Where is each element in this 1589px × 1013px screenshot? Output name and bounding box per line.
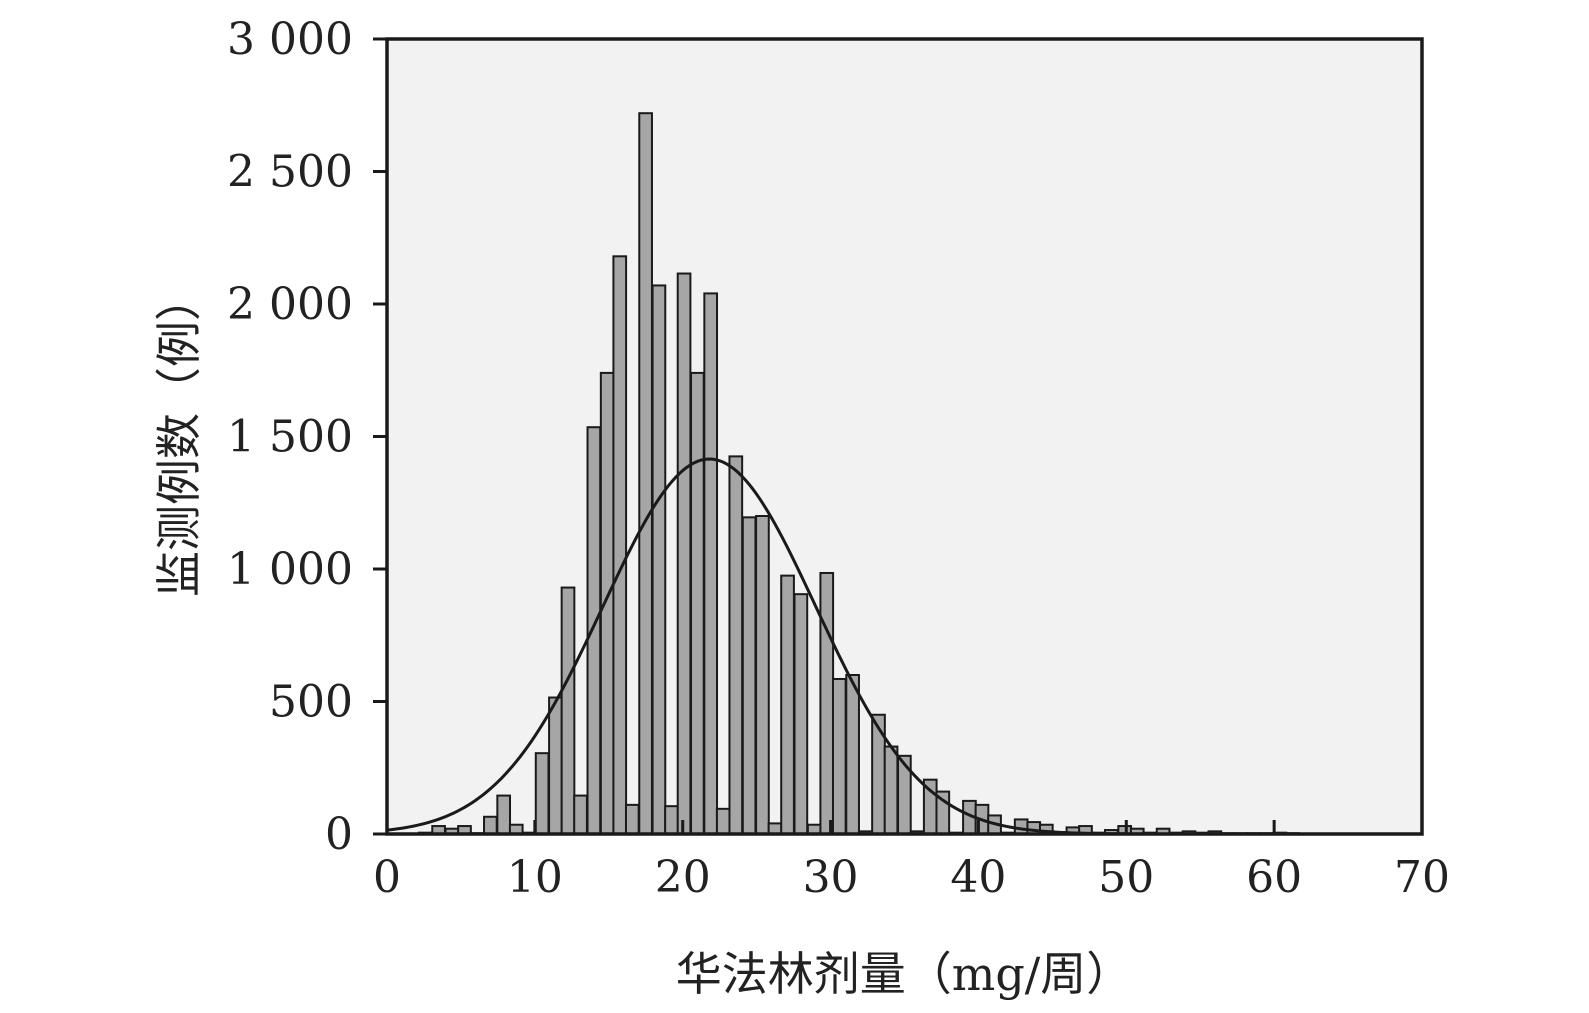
histogram-bars xyxy=(417,112,1300,836)
histogram-bar-5 xyxy=(483,815,498,836)
x-tick-label-1: 10 xyxy=(507,852,563,903)
y-tick-label-0: 0 xyxy=(325,809,353,860)
y-tick-label-6: 3 000 xyxy=(227,14,353,65)
histogram-bar-13 xyxy=(586,426,602,835)
y-tick-label-4: 2 000 xyxy=(227,279,353,330)
x-tick-label-7: 70 xyxy=(1394,852,1450,903)
histogram-bar-22 xyxy=(703,292,719,835)
histogram-bar-6 xyxy=(496,794,512,836)
histogram-bar-12 xyxy=(573,794,588,836)
plot-area xyxy=(387,39,1422,834)
x-tick-label-2: 20 xyxy=(655,852,711,903)
y-axis: 0 500 1 000 1 500 2 000 2 500 3 000 xyxy=(227,14,387,860)
histogram-bar-21 xyxy=(690,371,705,835)
x-axis: 0 10 20 30 40 50 60 70 xyxy=(373,820,1450,903)
histogram-bar-9 xyxy=(534,752,550,835)
y-tick-label-5: 2 500 xyxy=(227,147,353,198)
histogram-bar-10 xyxy=(548,696,563,836)
y-tick-label-2: 1 000 xyxy=(227,544,353,595)
y-axis-title: 监测例数（例） xyxy=(152,275,206,597)
histogram-bar-26 xyxy=(755,515,770,835)
x-tick-label-4: 40 xyxy=(950,852,1006,903)
x-tick-label-3: 30 xyxy=(803,852,859,903)
histogram-bar-17 xyxy=(638,112,653,835)
histogram-bar-19 xyxy=(664,805,679,835)
histogram-bar-20 xyxy=(676,272,692,835)
histogram-bar-31 xyxy=(819,571,835,835)
histogram-bar-33 xyxy=(845,674,860,835)
histogram-bar-25 xyxy=(741,516,757,836)
histogram-bar-16 xyxy=(624,803,640,835)
histogram-bar-24 xyxy=(728,455,744,836)
y-tick-label-3: 1 500 xyxy=(227,412,353,463)
histogram-bar-15 xyxy=(612,255,628,835)
histogram-bar-36 xyxy=(883,745,899,835)
x-tick-label-6: 60 xyxy=(1246,852,1302,903)
histogram-bar-11 xyxy=(560,586,576,835)
histogram-bar-28 xyxy=(780,574,795,836)
x-tick-label-0: 0 xyxy=(373,852,401,903)
histogram-bar-23 xyxy=(715,807,731,836)
y-tick-label-1: 500 xyxy=(269,677,353,728)
histogram-bar-29 xyxy=(793,593,809,835)
x-axis-title: 华法林剂量（mg/周） xyxy=(676,947,1133,1001)
histogram-bar-18 xyxy=(651,284,667,835)
x-tick-label-5: 50 xyxy=(1098,852,1154,903)
histogram-bar-32 xyxy=(831,677,847,835)
